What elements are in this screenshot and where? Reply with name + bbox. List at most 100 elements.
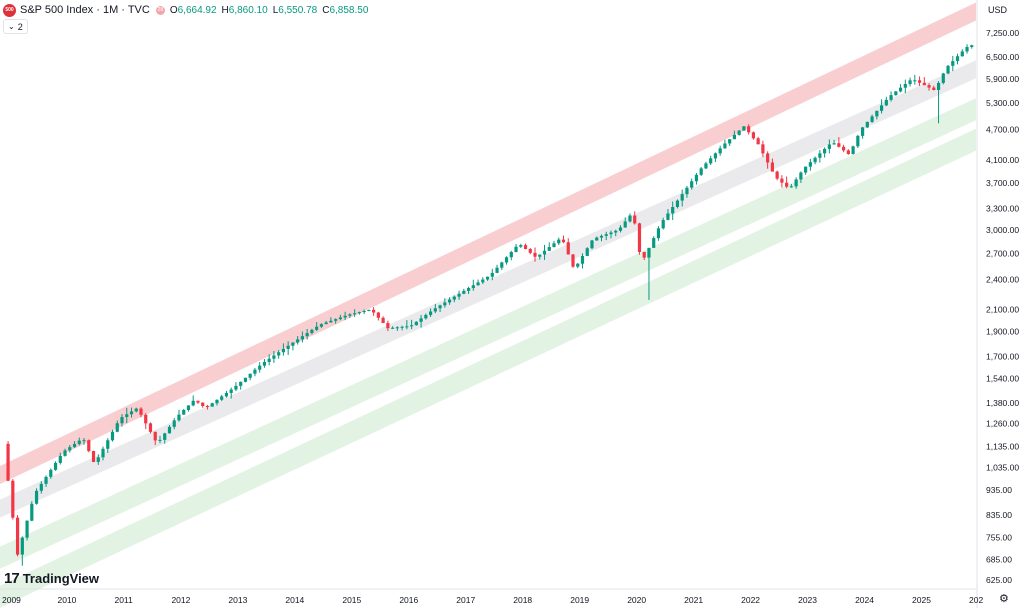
time-axis[interactable]: 2009 2010 2011 2012 2013 2014 2015 2016 2017 2018… xyxy=(2,595,983,605)
candle[interactable] xyxy=(229,387,233,399)
candle[interactable] xyxy=(262,359,267,368)
candle[interactable] xyxy=(324,320,328,325)
candle[interactable] xyxy=(267,354,271,366)
candle[interactable] xyxy=(879,99,884,114)
candle[interactable] xyxy=(751,131,756,140)
candle[interactable] xyxy=(808,158,812,171)
candle[interactable] xyxy=(913,74,917,85)
candle[interactable] xyxy=(595,236,599,241)
candle[interactable] xyxy=(709,155,713,166)
candle[interactable] xyxy=(561,235,566,244)
candle[interactable] xyxy=(91,450,96,463)
candle[interactable] xyxy=(15,515,20,557)
candle[interactable] xyxy=(932,85,936,91)
candle[interactable] xyxy=(452,295,456,303)
candle[interactable] xyxy=(125,407,129,424)
candle[interactable] xyxy=(405,320,409,330)
candle[interactable] xyxy=(552,240,556,248)
candle[interactable] xyxy=(533,247,537,262)
candle[interactable] xyxy=(823,147,827,158)
candle[interactable] xyxy=(372,307,376,316)
candle[interactable] xyxy=(129,407,134,418)
candle[interactable] xyxy=(557,237,561,245)
gear-icon[interactable]: ⚙ xyxy=(999,593,1009,605)
candle[interactable] xyxy=(609,230,613,239)
candle[interactable] xyxy=(941,72,945,85)
candle[interactable] xyxy=(804,166,808,175)
candle[interactable] xyxy=(110,429,115,442)
candle[interactable] xyxy=(115,420,119,433)
candle[interactable] xyxy=(894,91,898,96)
candle[interactable] xyxy=(481,277,485,285)
candle[interactable] xyxy=(675,199,680,209)
candle[interactable] xyxy=(599,234,604,242)
candle[interactable] xyxy=(889,91,893,102)
candle[interactable] xyxy=(908,77,912,87)
candle[interactable] xyxy=(148,422,153,434)
candle[interactable] xyxy=(761,140,765,158)
candle[interactable] xyxy=(737,130,741,136)
candle[interactable] xyxy=(837,137,841,148)
candle[interactable] xyxy=(590,239,594,250)
candle[interactable] xyxy=(272,350,276,363)
candle[interactable] xyxy=(63,448,67,457)
candle[interactable] xyxy=(903,79,907,94)
candle[interactable] xyxy=(580,253,585,269)
candle[interactable] xyxy=(799,171,803,183)
candle[interactable] xyxy=(680,189,684,207)
candle[interactable] xyxy=(927,83,931,91)
candle[interactable] xyxy=(357,311,361,315)
candle[interactable] xyxy=(72,441,77,448)
candle[interactable] xyxy=(87,439,91,453)
candle[interactable] xyxy=(856,134,860,149)
candle[interactable] xyxy=(438,304,442,313)
candle[interactable] xyxy=(742,126,746,131)
channel-band-top[interactable] xyxy=(0,2,976,484)
candle[interactable] xyxy=(49,468,53,479)
candle[interactable] xyxy=(576,262,580,269)
candle[interactable] xyxy=(633,211,637,225)
candle[interactable] xyxy=(167,425,172,434)
candle[interactable] xyxy=(106,438,110,453)
candle[interactable] xyxy=(671,201,675,221)
candle[interactable] xyxy=(946,65,950,75)
candle[interactable] xyxy=(462,288,466,295)
candle[interactable] xyxy=(77,437,81,446)
candle[interactable] xyxy=(277,349,281,359)
candle[interactable] xyxy=(542,244,547,260)
indicators-toggle[interactable]: ⌄ 2 xyxy=(3,19,28,34)
candle[interactable] xyxy=(685,185,689,198)
candle[interactable] xyxy=(447,297,452,305)
candle[interactable] xyxy=(362,309,366,315)
candle[interactable] xyxy=(210,402,214,407)
candle[interactable] xyxy=(618,225,623,233)
candle[interactable] xyxy=(177,409,181,422)
candle[interactable] xyxy=(585,247,589,257)
candle[interactable] xyxy=(970,44,974,49)
candle[interactable] xyxy=(243,377,248,383)
candle[interactable] xyxy=(286,341,290,355)
candle[interactable] xyxy=(514,243,518,253)
candle[interactable] xyxy=(523,243,528,250)
channel-band-middle[interactable] xyxy=(0,60,976,518)
candle[interactable] xyxy=(466,286,471,294)
candle[interactable] xyxy=(224,390,229,398)
candle[interactable] xyxy=(813,156,817,165)
candle[interactable] xyxy=(789,184,793,188)
candle[interactable] xyxy=(604,231,608,241)
candle[interactable] xyxy=(936,81,941,124)
candle[interactable] xyxy=(794,177,798,189)
candle[interactable] xyxy=(851,145,855,155)
candle[interactable] xyxy=(391,326,395,330)
candle[interactable] xyxy=(30,501,34,522)
candle[interactable] xyxy=(775,170,779,181)
tradingview-logo[interactable]: 17 TradingView xyxy=(4,570,99,587)
candle[interactable] xyxy=(860,126,865,139)
channel-band-low-1[interactable] xyxy=(0,98,976,569)
candle[interactable] xyxy=(158,435,162,444)
candle[interactable] xyxy=(305,328,309,340)
candle[interactable] xyxy=(343,311,347,321)
candle[interactable] xyxy=(614,229,618,237)
candle[interactable] xyxy=(419,314,423,328)
